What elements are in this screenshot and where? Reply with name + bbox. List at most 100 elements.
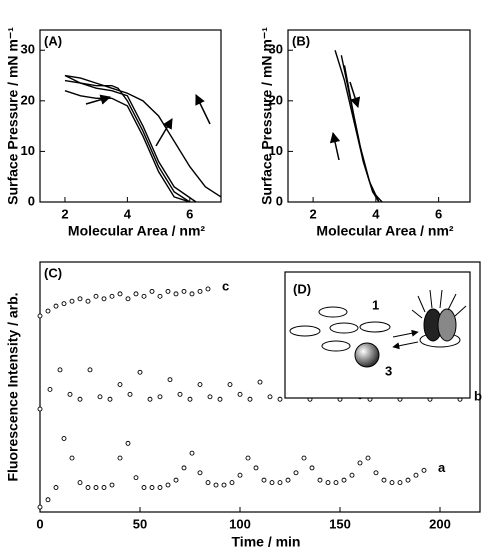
data-point xyxy=(67,391,73,397)
x-tick-label: 6 xyxy=(435,206,442,221)
y-tick-label: 20 xyxy=(269,92,283,107)
arrow xyxy=(195,94,211,125)
isotherm-curve xyxy=(343,65,383,203)
plot-frame xyxy=(39,261,481,513)
data-point xyxy=(221,482,227,488)
data-point xyxy=(181,465,187,471)
data-point xyxy=(381,477,387,483)
data-point xyxy=(61,301,67,307)
x-tick-label: 100 xyxy=(229,516,251,531)
data-point xyxy=(109,482,115,488)
data-point xyxy=(301,455,307,461)
data-point xyxy=(167,377,173,383)
data-point xyxy=(93,485,99,490)
isotherm-curve xyxy=(64,74,222,198)
arrow xyxy=(85,94,112,105)
data-point xyxy=(117,455,123,461)
series-label: c xyxy=(222,278,229,293)
data-point xyxy=(57,367,63,373)
data-point xyxy=(69,298,75,304)
series-label: b xyxy=(474,389,482,404)
data-point xyxy=(293,470,299,476)
isotherm-curve xyxy=(334,50,380,203)
x-tick-label: 4 xyxy=(372,206,380,221)
x-tick-label: 150 xyxy=(329,516,351,531)
data-point xyxy=(217,396,223,402)
panel-label: (A) xyxy=(44,33,62,48)
data-point xyxy=(389,480,395,486)
x-tick-label: 200 xyxy=(429,516,451,531)
data-point xyxy=(197,288,203,294)
data-point xyxy=(237,391,243,397)
data-point xyxy=(261,477,267,483)
data-point xyxy=(189,450,195,456)
data-point xyxy=(157,485,163,490)
y-tick-label: 0 xyxy=(276,193,283,208)
data-point xyxy=(237,472,243,478)
x-tick-label: 0 xyxy=(36,516,43,531)
data-point xyxy=(97,394,103,400)
data-point xyxy=(349,472,355,478)
data-point xyxy=(45,308,51,314)
data-point xyxy=(197,470,203,476)
isotherm-curve xyxy=(64,90,191,203)
data-point xyxy=(93,293,99,299)
data-point xyxy=(149,485,155,490)
inset-diagram: (D) 1 3 xyxy=(284,271,471,399)
y-tick-label: 10 xyxy=(269,143,283,158)
data-point xyxy=(157,293,163,299)
data-point xyxy=(285,477,291,483)
data-point xyxy=(173,291,179,297)
data-point xyxy=(405,477,411,483)
data-point xyxy=(333,480,339,486)
data-point xyxy=(373,470,379,476)
component-label: 1 xyxy=(372,297,379,312)
data-point xyxy=(205,480,211,486)
data-point xyxy=(117,382,123,387)
data-point xyxy=(157,394,163,400)
data-point xyxy=(317,477,323,483)
data-point xyxy=(253,465,259,471)
data-point xyxy=(77,480,83,486)
y-tick-label: 30 xyxy=(269,42,283,57)
data-point xyxy=(85,485,91,490)
x-tick-label: 6 xyxy=(186,206,193,221)
data-point xyxy=(53,303,59,309)
data-point xyxy=(365,455,371,461)
plot-frame xyxy=(287,29,471,203)
x-axis-label: Molecular Area / nm² xyxy=(68,223,206,239)
data-point xyxy=(109,293,115,299)
plot-frame xyxy=(39,29,222,203)
data-point xyxy=(177,391,183,397)
data-point xyxy=(77,296,83,302)
data-point xyxy=(77,396,83,402)
series-label: a xyxy=(438,460,446,475)
data-point xyxy=(187,396,193,402)
data-point xyxy=(125,296,131,302)
data-point xyxy=(181,288,187,294)
data-point xyxy=(397,480,403,486)
data-point xyxy=(165,482,171,488)
data-point xyxy=(357,460,363,466)
y-axis-label: Surface Pressure / mN m⁻¹ xyxy=(259,27,275,205)
data-point xyxy=(267,394,273,400)
arrow xyxy=(349,81,361,109)
data-point xyxy=(325,480,331,486)
data-point xyxy=(107,396,113,402)
panel-label: (C) xyxy=(44,265,62,280)
data-point xyxy=(47,387,53,392)
data-point xyxy=(277,396,283,402)
data-point xyxy=(247,396,253,402)
data-point xyxy=(141,293,147,299)
data-point xyxy=(133,291,139,297)
data-point xyxy=(117,291,123,297)
panel-label: (B) xyxy=(292,33,310,48)
data-point xyxy=(37,406,43,412)
isotherm-curve xyxy=(64,74,197,203)
x-tick-label: 4 xyxy=(124,206,132,221)
data-point xyxy=(245,455,251,461)
data-point xyxy=(141,485,147,490)
data-point xyxy=(137,369,143,375)
data-point xyxy=(229,480,235,486)
